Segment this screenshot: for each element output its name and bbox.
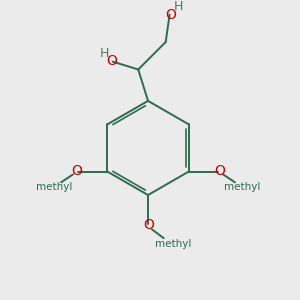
Text: O: O xyxy=(106,54,117,68)
Text: methyl: methyl xyxy=(224,182,260,192)
Text: O: O xyxy=(71,164,82,178)
Text: methyl: methyl xyxy=(36,182,73,192)
Text: O: O xyxy=(214,164,225,178)
Text: methyl: methyl xyxy=(155,239,192,249)
Text: O: O xyxy=(144,218,154,233)
Text: H: H xyxy=(100,47,110,60)
Text: H: H xyxy=(174,0,183,13)
Text: O: O xyxy=(165,8,176,22)
